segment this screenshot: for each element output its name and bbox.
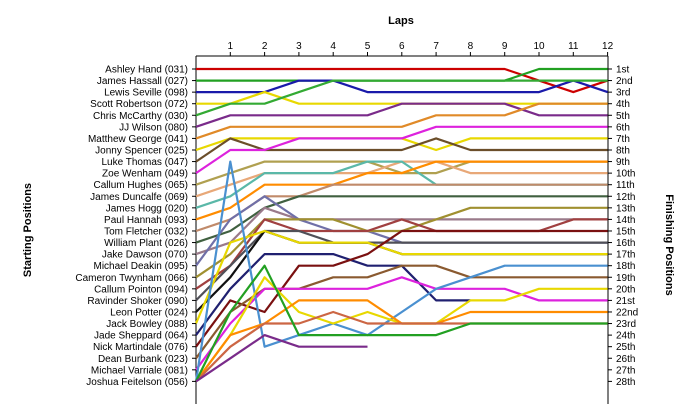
finish-position-label: 24th (616, 331, 635, 342)
start-grid-label: JJ Wilson (080) (119, 122, 188, 133)
start-grid-label: James Duncalfe (069) (90, 192, 188, 203)
driver-line (195, 334, 368, 383)
lap-tick-label: 9 (502, 41, 508, 52)
start-grid-label: Scott Robertson (072) (90, 99, 188, 110)
starting-grid-labels: Ashley Hand (031)James Hassall (027)Lewi… (75, 65, 196, 388)
finish-position-label: 27th (616, 365, 635, 376)
finish-position-label: 20th (616, 284, 635, 295)
finish-position-label: 17th (616, 250, 635, 261)
driver-line (195, 79, 608, 117)
finish-position-label: 21st (616, 296, 635, 307)
finish-position-label: 4th (616, 99, 630, 110)
driver-line (195, 102, 608, 140)
finish-position-label: 3rd (616, 88, 630, 99)
finish-position-label: 26th (616, 354, 635, 365)
lap-tick-label: 10 (533, 41, 545, 52)
lap-tick-label: 8 (468, 41, 474, 52)
start-grid-label: Jonny Spencer (025) (95, 145, 188, 156)
start-grid-label: Michael Varriale (081) (91, 365, 188, 376)
driver-lines (194, 67, 608, 383)
lap-tick-label: 4 (330, 41, 336, 52)
driver-line (196, 67, 608, 82)
left-axis-title: Starting Positions (22, 183, 34, 277)
finish-position-label: 9th (616, 157, 630, 168)
finish-position-label: 23rd (616, 319, 636, 330)
lap-tick-label: 12 (602, 41, 614, 52)
start-grid-label: Michael Deakin (095) (94, 261, 189, 272)
driver-line (195, 125, 608, 175)
top-axis-title: Laps (388, 15, 414, 27)
finish-position-label: 13th (616, 203, 635, 214)
start-grid-label: James Hassall (027) (97, 76, 188, 87)
lap-tick-label: 2 (262, 41, 268, 52)
start-grid-label: Ashley Hand (031) (105, 65, 188, 76)
lap-tick-label: 11 (568, 41, 579, 52)
finish-position-label: 22nd (616, 307, 638, 318)
start-grid-label: Jack Bowley (088) (106, 319, 188, 330)
driver-line (195, 264, 608, 382)
lap-ticks: 1 2 3 4 5 6 7 8 9 10 11 12 (228, 41, 614, 56)
finish-position-label: 2nd (616, 76, 633, 87)
lap-tick-label: 1 (228, 41, 234, 52)
finish-position-label: 6th (616, 122, 630, 133)
start-grid-label: Cameron Twynham (066) (75, 273, 188, 284)
start-grid-label: Lewis Seville (098) (104, 88, 188, 99)
start-grid-label: Tom Fletcher (032) (104, 226, 188, 237)
start-grid-label: Luke Thomas (047) (101, 157, 188, 168)
lap-tick-label: 6 (399, 41, 405, 52)
lap-tick-label: 5 (365, 41, 371, 52)
driver-line (196, 90, 608, 105)
start-grid-label: William Plant (026) (104, 238, 188, 249)
start-grid-label: Dean Burbank (023) (98, 354, 188, 365)
lap-tick-label: 3 (296, 41, 302, 52)
finish-position-label: 14th (616, 215, 635, 226)
start-grid-label: Nick Martindale (076) (93, 342, 188, 353)
finish-position-label: 12th (616, 192, 635, 203)
start-grid-label: Jade Sheppard (064) (94, 331, 188, 342)
start-grid-label: Joshua Feitelson (056) (86, 377, 188, 388)
finish-position-label: 1st (616, 65, 630, 76)
finish-position-label: 5th (616, 111, 630, 122)
start-grid-label: James Hogg (020) (106, 203, 188, 214)
finish-position-label: 25th (616, 342, 635, 353)
driver-line (195, 253, 471, 336)
start-grid-label: Ravinder Shoker (090) (87, 296, 188, 307)
driver-line (195, 102, 608, 128)
start-grid-label: Callum Hughes (065) (94, 180, 189, 191)
finish-position-label: 7th (616, 134, 630, 145)
finish-position-label: 10th (616, 169, 635, 180)
start-grid-label: Zoe Wenham (049) (102, 169, 188, 180)
start-grid-label: Matthew George (041) (88, 134, 188, 145)
finish-position-label: 28th (616, 377, 635, 388)
finish-position-label: 8th (616, 145, 630, 156)
finish-position-label: 15th (616, 226, 635, 237)
lap-tick-label: 7 (433, 41, 439, 52)
finish-position-label: 16th (616, 238, 635, 249)
driver-line (195, 160, 608, 221)
driver-line (194, 229, 608, 324)
finish-position-label: 18th (616, 261, 635, 272)
driver-line (195, 276, 608, 371)
finish-position-label: 11th (616, 180, 635, 191)
start-grid-label: Jake Dawson (070) (102, 250, 188, 261)
driver-line (194, 160, 608, 382)
start-grid-label: Callum Pointon (094) (94, 284, 188, 295)
start-grid-label: Chris McCarthy (030) (93, 111, 188, 122)
finish-position-label: 19th (616, 273, 635, 284)
finishing-labels: 1st2nd3rd4th5th6th7th8th9th10th11th12th1… (608, 65, 638, 388)
right-axis-title: Finishing Positions (663, 194, 675, 295)
start-grid-label: Leon Potter (024) (110, 307, 188, 318)
driver-line (195, 229, 608, 348)
start-grid-label: Paul Hannah (093) (104, 215, 188, 226)
